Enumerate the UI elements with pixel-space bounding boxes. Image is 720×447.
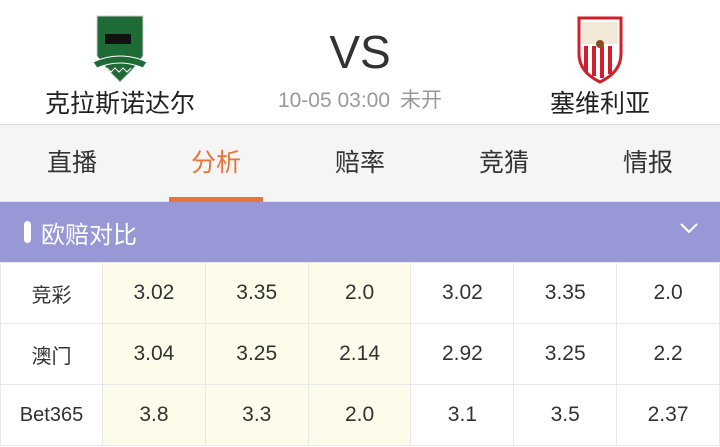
current-odds-cell: 2.37 bbox=[616, 384, 720, 446]
current-odds-cell: 2.92 bbox=[410, 323, 515, 385]
company-name: 竞彩 bbox=[0, 262, 103, 324]
current-odds-cell: 2.2 bbox=[616, 323, 720, 385]
tab-intel[interactable]: 情报 bbox=[622, 148, 673, 177]
section-title: 欧赔对比 bbox=[41, 220, 137, 249]
home-team[interactable]: 克拉斯诺达尔 bbox=[10, 14, 230, 120]
european-odds-section-header[interactable]: 欧赔对比 bbox=[0, 202, 720, 262]
tab-odds[interactable]: 赔率 bbox=[334, 148, 385, 177]
company-name: 澳门 bbox=[0, 323, 103, 385]
sevilla-logo-icon bbox=[577, 16, 623, 84]
vs-label: VS bbox=[329, 26, 391, 78]
company-name: Bet365 bbox=[0, 384, 103, 446]
current-odds-cell: 3.1 bbox=[410, 384, 515, 446]
initial-odds-cell: 2.14 bbox=[307, 323, 412, 385]
away-team[interactable]: 塞维利亚 bbox=[490, 14, 710, 120]
odds-table: 竞彩 3.02 3.35 2.0 3.02 3.35 2.0 澳门 3.04 3.25 2.14 2.… bbox=[0, 262, 720, 446]
krasnodar-logo-icon bbox=[92, 15, 148, 83]
current-odds-cell: 3.35 bbox=[513, 262, 618, 324]
initial-odds-cell: 3.35 bbox=[204, 262, 309, 324]
home-team-name: 克拉斯诺达尔 bbox=[44, 89, 195, 118]
tab-bar: 直播 分析 赔率 竞猜 情报 bbox=[0, 125, 720, 202]
table-row[interactable]: 澳门 3.04 3.25 2.14 2.92 3.25 2.2 bbox=[0, 323, 720, 385]
tab-live[interactable]: 直播 bbox=[46, 148, 97, 177]
initial-odds-cell: 3.8 bbox=[102, 384, 206, 446]
initial-odds-cell: 3.04 bbox=[102, 323, 206, 385]
tab-analysis[interactable]: 分析 bbox=[144, 125, 288, 202]
match-time: 10-05 03:00 未开 bbox=[0, 84, 720, 114]
section-marker bbox=[24, 221, 31, 243]
tab-guess[interactable]: 竞猜 bbox=[478, 148, 529, 177]
current-odds-cell: 3.02 bbox=[410, 262, 515, 324]
chevron-down-icon[interactable] bbox=[680, 222, 698, 234]
table-row[interactable]: 竞彩 3.02 3.35 2.0 3.02 3.35 2.0 bbox=[0, 262, 720, 324]
current-odds-cell: 3.25 bbox=[513, 323, 618, 385]
initial-odds-cell: 3.25 bbox=[204, 323, 309, 385]
current-odds-cell: 2.0 bbox=[616, 262, 720, 324]
kickoff-time: 10-05 03:00 bbox=[277, 89, 391, 112]
match-header: 克拉斯诺达尔 VS 10-05 03:00 未开 塞维利亚 bbox=[0, 0, 720, 125]
away-team-name: 塞维利亚 bbox=[549, 89, 650, 118]
table-row[interactable]: Bet365 3.8 3.3 2.0 3.1 3.5 2.37 bbox=[0, 384, 720, 446]
initial-odds-cell: 2.0 bbox=[307, 384, 412, 446]
current-odds-cell: 3.5 bbox=[513, 384, 618, 446]
initial-odds-cell: 3.3 bbox=[204, 384, 309, 446]
initial-odds-cell: 3.02 bbox=[102, 262, 206, 324]
match-status: 未开 bbox=[400, 89, 443, 112]
initial-odds-cell: 2.0 bbox=[307, 262, 412, 324]
